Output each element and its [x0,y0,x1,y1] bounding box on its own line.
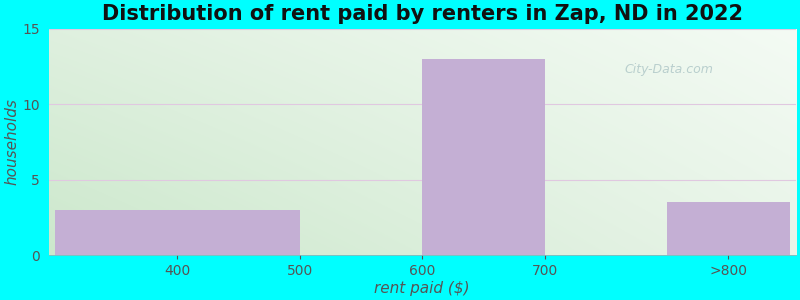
Text: City-Data.com: City-Data.com [624,63,714,76]
Bar [667,202,790,255]
X-axis label: rent paid ($): rent paid ($) [374,281,470,296]
Bar [54,210,300,255]
Y-axis label: households: households [4,98,19,185]
Bar [422,59,545,255]
Title: Distribution of rent paid by renters in Zap, ND in 2022: Distribution of rent paid by renters in … [102,4,742,24]
